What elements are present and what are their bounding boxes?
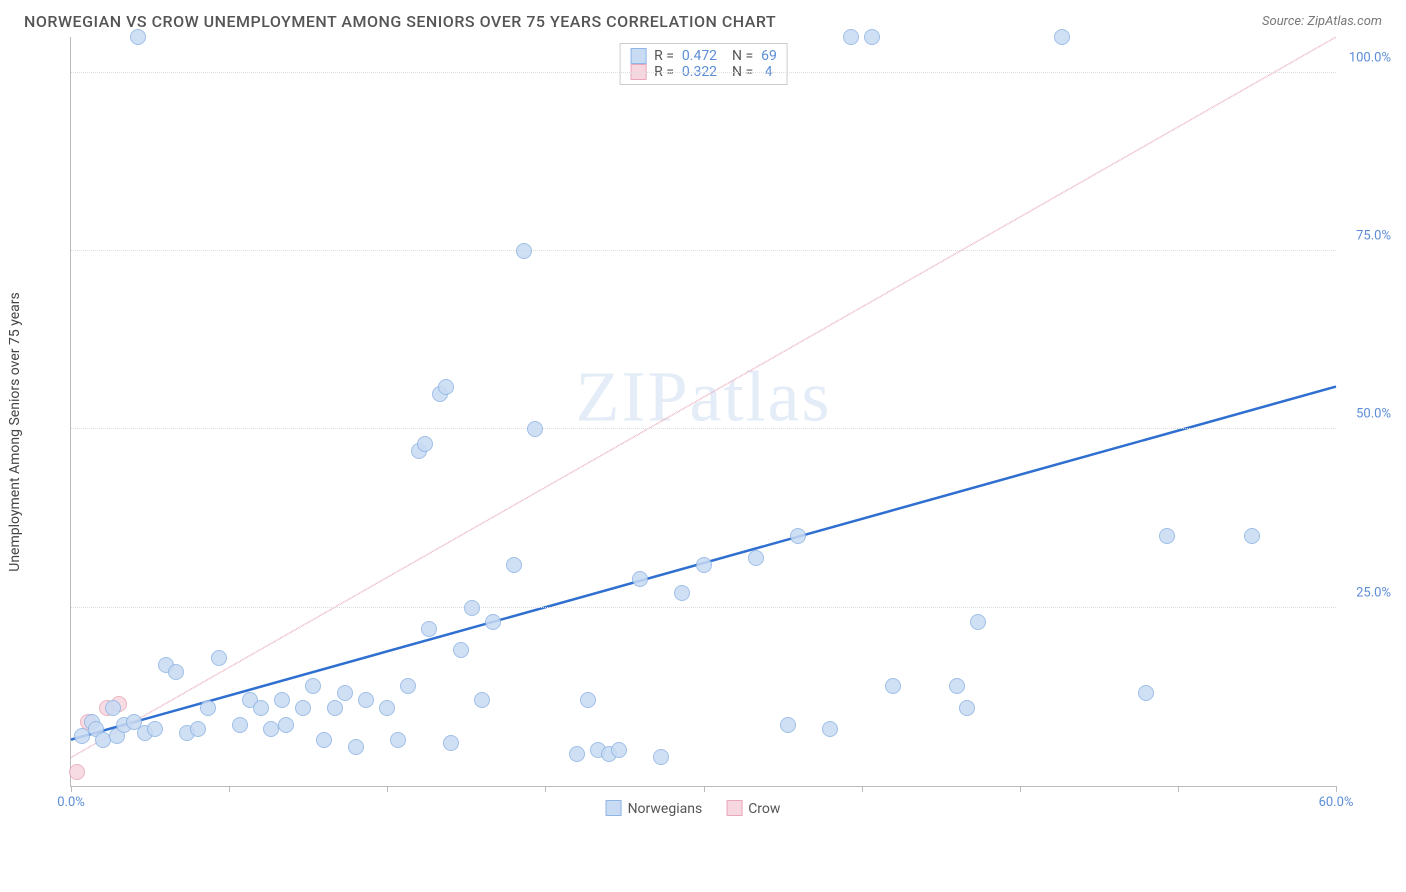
data-point: [211, 650, 227, 666]
y-tick-label: 75.0%: [1356, 229, 1391, 244]
legend-swatch: [630, 48, 646, 64]
data-point: [147, 721, 163, 737]
data-point: [696, 557, 712, 573]
data-point: [959, 700, 975, 716]
x-tick: [387, 786, 388, 792]
trend-line: [71, 37, 1336, 757]
x-tick-label: 60.0%: [1319, 795, 1354, 810]
data-point: [674, 585, 690, 601]
data-point: [417, 436, 433, 452]
data-point: [864, 29, 880, 45]
data-point: [474, 692, 490, 708]
data-point: [337, 685, 353, 701]
data-point: [274, 692, 290, 708]
x-tick: [71, 786, 72, 792]
data-point: [443, 735, 459, 751]
x-tick-label: 0.0%: [57, 795, 85, 810]
x-tick: [704, 786, 705, 792]
stats-row: R = 0.472 N = 69: [630, 48, 777, 64]
trend-lines: [71, 37, 1336, 786]
y-tick-label: 100.0%: [1349, 50, 1391, 65]
data-point: [438, 379, 454, 395]
data-point: [1159, 528, 1175, 544]
data-point: [105, 700, 121, 716]
gridline: [71, 607, 1336, 608]
stats-n-value: 69: [761, 48, 777, 64]
plot-area: ZIPatlas R =0.472 N =69R =0.322 N = 4 25…: [70, 37, 1336, 787]
data-point: [485, 614, 501, 630]
data-point: [390, 732, 406, 748]
y-tick-label: 25.0%: [1356, 585, 1391, 600]
data-point: [130, 29, 146, 45]
stats-r-value: 0.472: [682, 48, 717, 64]
source-label: Source: ZipAtlas.com: [1262, 14, 1382, 29]
data-point: [253, 700, 269, 716]
data-point: [822, 721, 838, 737]
data-point: [278, 717, 294, 733]
legend-bottom: Norwegians Crow: [606, 800, 781, 817]
data-point: [569, 746, 585, 762]
x-tick: [862, 786, 863, 792]
data-point: [632, 571, 648, 587]
legend-item: Crow: [726, 800, 780, 817]
data-point: [69, 764, 85, 780]
data-point: [358, 692, 374, 708]
data-point: [1138, 685, 1154, 701]
data-point: [74, 728, 90, 744]
data-point: [400, 678, 416, 694]
legend-swatch: [606, 800, 622, 816]
legend-item: Norwegians: [606, 800, 703, 817]
legend-label: Crow: [748, 801, 780, 817]
legend-swatch: [726, 800, 742, 816]
stats-n-label: N =: [725, 48, 753, 64]
data-point: [327, 700, 343, 716]
data-point: [1244, 528, 1260, 544]
gridline: [71, 428, 1336, 429]
legend-label: Norwegians: [628, 801, 703, 817]
y-tick-label: 50.0%: [1356, 407, 1391, 422]
data-point: [200, 700, 216, 716]
data-point: [348, 739, 364, 755]
data-point: [843, 29, 859, 45]
data-point: [949, 678, 965, 694]
data-point: [748, 550, 764, 566]
data-point: [316, 732, 332, 748]
stats-box: R =0.472 N =69R =0.322 N = 4: [619, 43, 788, 85]
data-point: [970, 614, 986, 630]
x-tick: [1336, 786, 1337, 792]
x-tick: [545, 786, 546, 792]
data-point: [379, 700, 395, 716]
data-point: [780, 717, 796, 733]
data-point: [305, 678, 321, 694]
data-point: [95, 732, 111, 748]
data-point: [885, 678, 901, 694]
data-point: [295, 700, 311, 716]
x-tick: [229, 786, 230, 792]
gridline: [71, 250, 1336, 251]
data-point: [232, 717, 248, 733]
data-point: [580, 692, 596, 708]
data-point: [506, 557, 522, 573]
x-tick: [1020, 786, 1021, 792]
header-bar: NORWEGIAN VS CROW UNEMPLOYMENT AMONG SEN…: [0, 0, 1406, 37]
x-tick: [1178, 786, 1179, 792]
stats-r-label: R =: [654, 48, 674, 64]
y-axis-label: Unemployment Among Seniors over 75 years: [7, 292, 23, 572]
data-point: [790, 528, 806, 544]
data-point: [527, 421, 543, 437]
data-point: [653, 749, 669, 765]
data-point: [190, 721, 206, 737]
data-point: [611, 742, 627, 758]
data-point: [263, 721, 279, 737]
data-point: [453, 642, 469, 658]
data-point: [516, 243, 532, 259]
plot-wrap: Unemployment Among Seniors over 75 years…: [50, 37, 1336, 827]
gridline: [71, 72, 1336, 73]
data-point: [1054, 29, 1070, 45]
data-point: [168, 664, 184, 680]
data-point: [464, 600, 480, 616]
data-point: [421, 621, 437, 637]
